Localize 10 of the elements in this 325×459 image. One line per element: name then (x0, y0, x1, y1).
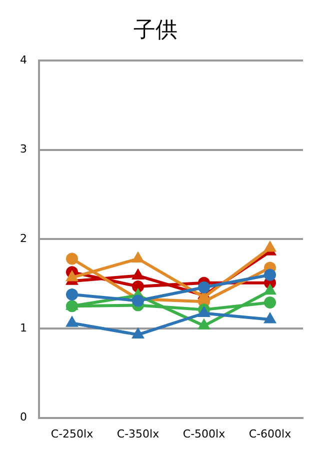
x-tick-label: C-250lx (50, 427, 94, 440)
x-tick-label: C-500lx (182, 427, 226, 440)
y-tick-label: 3 (20, 142, 27, 156)
y-tick-label: 0 (20, 410, 27, 424)
y-tick-label: 1 (20, 321, 27, 334)
y-tick-label: 4 (20, 53, 27, 66)
chart-title: 子供 (134, 18, 178, 43)
x-tick-label: C-350lx (116, 427, 160, 440)
x-tick-label: C-600lx (248, 427, 292, 440)
y-tick-label: 2 (20, 232, 27, 245)
